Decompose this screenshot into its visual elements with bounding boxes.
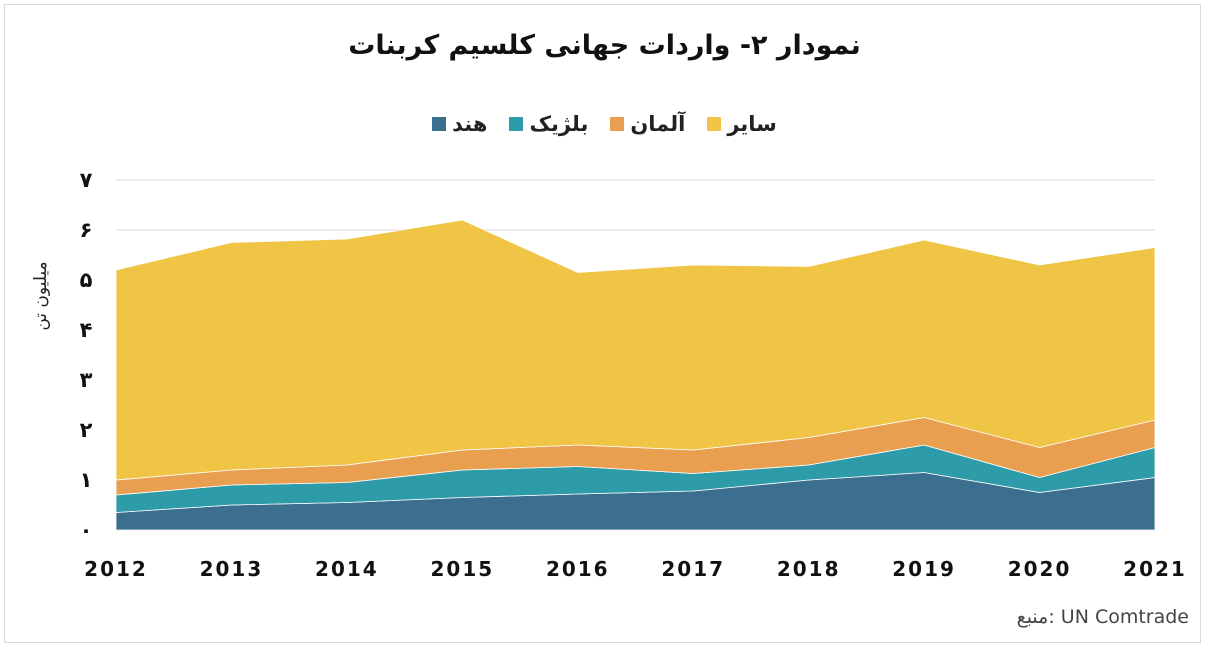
y-tick-label: ۲ <box>80 418 93 442</box>
x-tick-label: 2019 <box>892 557 956 581</box>
x-tick-label: 2018 <box>777 557 841 581</box>
legend-item: بلژیک <box>509 112 588 136</box>
legend-item: آلمان <box>610 112 685 136</box>
y-tick-label: ۴ <box>80 318 93 342</box>
x-tick-label: 2014 <box>315 557 379 581</box>
y-tick-label: ۵ <box>80 268 93 292</box>
x-tick-label: 2016 <box>546 557 610 581</box>
legend-label: بلژیک <box>529 112 589 136</box>
legend-swatch <box>509 117 524 131</box>
y-tick-label: ۶ <box>80 218 93 242</box>
y-tick-label: ۳ <box>80 368 93 392</box>
legend-label: سایر <box>727 112 777 136</box>
x-tick-label: 2013 <box>200 557 264 581</box>
legend-item: سایر <box>707 112 777 136</box>
y-tick-label: ۷ <box>80 168 93 192</box>
legend-swatch <box>610 117 625 131</box>
x-tick-label: 2020 <box>1008 557 1072 581</box>
legend-swatch <box>432 117 447 131</box>
y-tick-label: ۱ <box>80 468 93 492</box>
x-tick-label: 2015 <box>430 557 494 581</box>
legend-swatch <box>707 117 722 131</box>
chart-title: نمودار ۲- واردات جهانی کلسیم کربنات <box>348 30 861 61</box>
source-note: منبع: UN Comtrade <box>1016 606 1189 628</box>
y-tick-label: ۰ <box>80 518 93 542</box>
chart-legend: سایر آلمان بلژیک هند <box>0 112 1209 136</box>
legend-label: آلمان <box>630 112 686 136</box>
x-tick-label: 2017 <box>661 557 725 581</box>
legend-label: هند <box>452 112 488 136</box>
area-series-سایر <box>115 219 1156 481</box>
x-tick-label: 2021 <box>1123 557 1187 581</box>
x-tick-label: 2012 <box>84 557 148 581</box>
legend-item: هند <box>432 112 487 136</box>
